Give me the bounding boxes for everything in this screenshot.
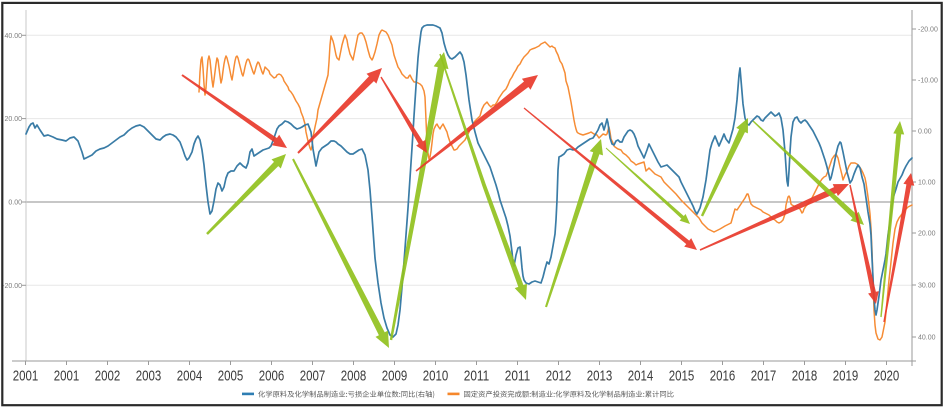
svg-text:-20.00: -20.00 bbox=[2, 283, 22, 290]
svg-text:2001: 2001 bbox=[13, 368, 39, 385]
svg-text:-10.00: -10.00 bbox=[918, 78, 938, 85]
svg-text:2003: 2003 bbox=[136, 368, 162, 385]
svg-text:10.00: 10.00 bbox=[918, 180, 936, 187]
svg-text:2008: 2008 bbox=[341, 368, 367, 385]
svg-text:0.00: 0.00 bbox=[8, 200, 22, 207]
svg-text:40.00: 40.00 bbox=[4, 33, 22, 40]
svg-text:2013: 2013 bbox=[587, 368, 613, 385]
svg-text:2014: 2014 bbox=[628, 368, 654, 385]
svg-text:2006: 2006 bbox=[259, 368, 285, 385]
svg-text:30.00: 30.00 bbox=[918, 283, 936, 290]
svg-text:2010: 2010 bbox=[423, 368, 449, 385]
svg-text:2011: 2011 bbox=[464, 368, 490, 385]
svg-text:2002: 2002 bbox=[95, 368, 121, 385]
svg-text:-20.00: -20.00 bbox=[918, 27, 938, 34]
svg-text:0.00: 0.00 bbox=[918, 129, 932, 136]
svg-text:2004: 2004 bbox=[177, 368, 203, 385]
svg-text:2020: 2020 bbox=[874, 368, 900, 385]
svg-text:2016: 2016 bbox=[710, 368, 736, 385]
svg-text:2007: 2007 bbox=[300, 368, 326, 385]
svg-text:20.00: 20.00 bbox=[918, 231, 936, 238]
svg-text:2018: 2018 bbox=[792, 368, 818, 385]
svg-text:2019: 2019 bbox=[833, 368, 859, 385]
svg-text:2012: 2012 bbox=[546, 368, 572, 385]
svg-text:2009: 2009 bbox=[382, 368, 408, 385]
svg-text:2017: 2017 bbox=[751, 368, 777, 385]
svg-text:20.00: 20.00 bbox=[4, 116, 22, 123]
svg-text:2015: 2015 bbox=[669, 368, 695, 385]
svg-text:2005: 2005 bbox=[218, 368, 244, 385]
svg-text:2011: 2011 bbox=[505, 368, 531, 385]
svg-text:2001: 2001 bbox=[54, 368, 80, 385]
svg-text:40.00: 40.00 bbox=[918, 335, 936, 342]
